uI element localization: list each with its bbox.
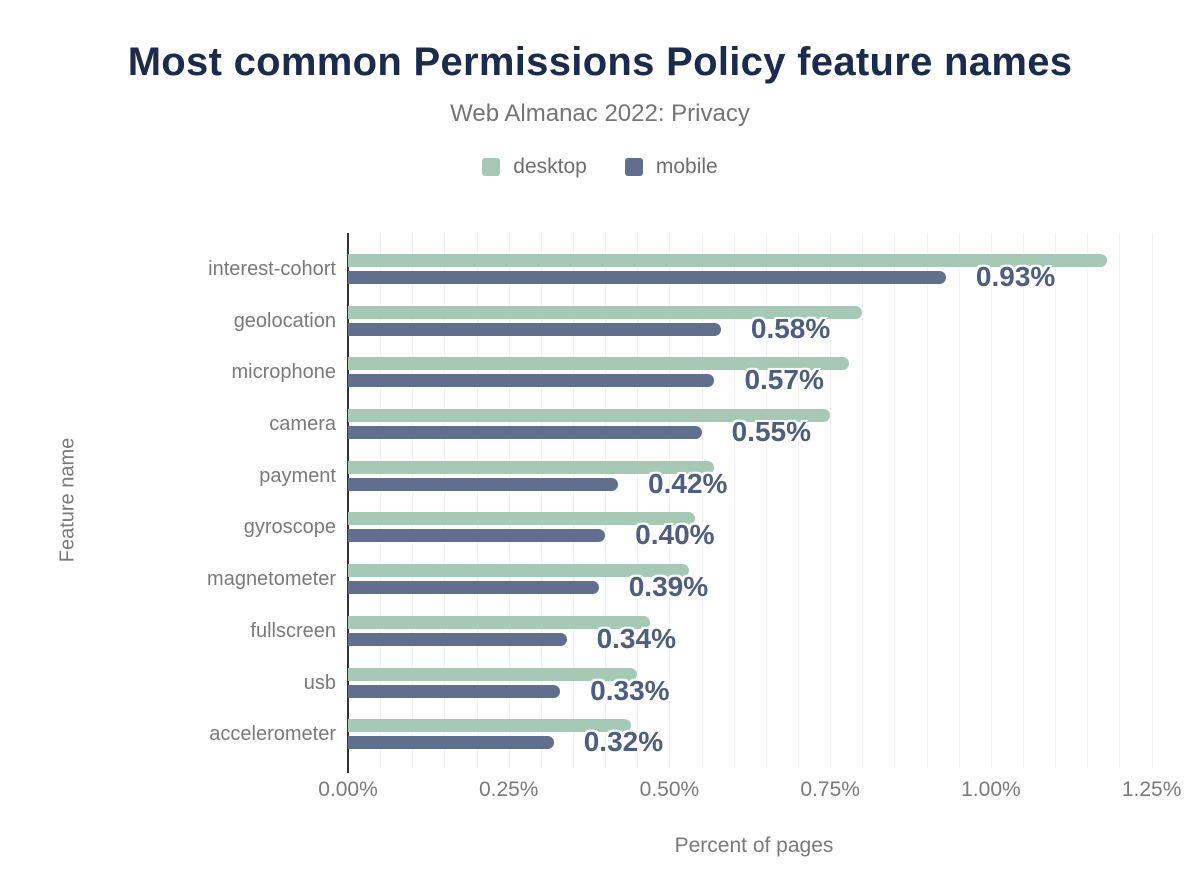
gridline (765, 233, 767, 768)
gridline (1055, 233, 1057, 768)
value-label: 0.93% (975, 261, 1056, 292)
legend-label: mobile (655, 155, 718, 178)
category-label: payment (259, 464, 336, 487)
gridline (669, 233, 671, 768)
gridline (894, 233, 896, 768)
chart-row: magnetometer 0.39% (207, 553, 1160, 605)
category-label: gyroscope (243, 516, 336, 539)
bar-mobile (348, 271, 946, 284)
gridline (830, 233, 832, 768)
x-tick-label: 0.00% (318, 778, 378, 801)
gridline (605, 233, 607, 768)
gridline (573, 233, 575, 768)
category-label: camera (269, 413, 336, 436)
gridline (733, 233, 735, 768)
category-label: fullscreen (250, 619, 336, 642)
gridline (508, 233, 510, 768)
x-tick-label: 0.25% (478, 778, 539, 801)
value-label: 0.57% (744, 364, 824, 396)
value-label: 0.55% (731, 416, 811, 448)
gridline (862, 233, 864, 768)
gridline (1151, 233, 1153, 768)
gridline (540, 233, 542, 768)
gridline (958, 233, 960, 768)
bar-mobile (348, 736, 554, 750)
bar-desktop (348, 460, 715, 474)
chart-row: camera 0.55% (269, 398, 1160, 450)
bar-mobile (348, 322, 721, 336)
x-axis-ticks: 0.00% 0.25% 0.50% 0.75% 1.00% 1.25% (0, 778, 1200, 802)
gridline (990, 233, 992, 768)
value-label: 0.33% (590, 674, 670, 706)
x-tick-label: 1.25% (1121, 778, 1182, 801)
plot-area (348, 233, 1160, 768)
y-axis-title: Feature name (56, 437, 79, 563)
legend-item-desktop: desktop (482, 155, 587, 179)
x-tick-label: 0.75% (800, 778, 860, 801)
chart-subtitle: Web Almanac 2022: Privacy (450, 100, 750, 127)
x-axis-title: Percent of pages (674, 834, 834, 857)
gridline (1087, 233, 1089, 768)
chart-row: interest-cohort 0.93% (208, 243, 1160, 295)
desktop-swatch-icon (482, 158, 501, 176)
bar-desktop (348, 615, 651, 629)
bar-desktop (348, 512, 696, 526)
bar-mobile (348, 632, 567, 646)
chart-row: geolocation 0.58% (234, 295, 1160, 347)
value-label: 0.32% (583, 726, 664, 758)
chart-row: microphone 0.57% (231, 346, 1160, 398)
gridline (476, 233, 478, 768)
legend-item-mobile: mobile (624, 155, 718, 179)
value-label: 0.39% (628, 571, 709, 603)
x-tick-label: 1.00% (961, 778, 1021, 801)
bar-rows: interest-cohort 0.93% geolocation 0.58% micr… (207, 233, 1160, 768)
y-axis-line (347, 233, 349, 773)
category-label: microphone (231, 361, 336, 384)
bar-desktop (348, 719, 631, 733)
bar-mobile (348, 426, 702, 440)
chart-row: gyroscope 0.40% (244, 501, 1160, 553)
chart-row: fullscreen 0.34% (250, 605, 1160, 657)
chart-row: usb 0.33% (304, 657, 1160, 709)
bar-desktop (348, 409, 831, 423)
gridline (637, 233, 639, 768)
gridline (444, 233, 446, 768)
gridline (1023, 233, 1025, 768)
category-label: interest-cohort (208, 258, 336, 280)
gridline (380, 233, 382, 768)
value-label: 0.42% (648, 467, 728, 499)
value-label: 0.58% (750, 312, 831, 344)
gridline (798, 233, 800, 768)
bar-mobile (348, 477, 619, 491)
bar-desktop (348, 254, 1107, 267)
bar-desktop (348, 667, 638, 681)
legend: desktop mobile (0, 155, 1200, 179)
mobile-swatch-icon (624, 158, 643, 176)
bar-mobile (348, 684, 561, 698)
chart-title: Most common Permissions Policy feature n… (127, 40, 1073, 84)
category-label: accelerometer (209, 723, 336, 746)
bar-mobile (348, 374, 715, 388)
x-tick-label: 0.50% (639, 778, 700, 801)
category-label: usb (303, 671, 336, 694)
legend-label: desktop (513, 155, 587, 178)
bar-mobile (348, 581, 599, 595)
value-label: 0.40% (635, 519, 715, 551)
bar-desktop (348, 564, 689, 578)
chart-row: accelerometer 0.32% (209, 708, 1160, 760)
chart-row: payment 0.42% (259, 450, 1160, 502)
category-label: geolocation (233, 309, 336, 332)
gridline (412, 233, 414, 768)
bar-desktop (348, 305, 863, 319)
gridline (701, 233, 703, 768)
gridline (926, 233, 928, 768)
bar-desktop (348, 357, 850, 371)
category-label: magnetometer (207, 568, 336, 591)
bar-mobile (348, 529, 606, 543)
value-label: 0.34% (596, 622, 676, 654)
gridline (1119, 233, 1121, 768)
